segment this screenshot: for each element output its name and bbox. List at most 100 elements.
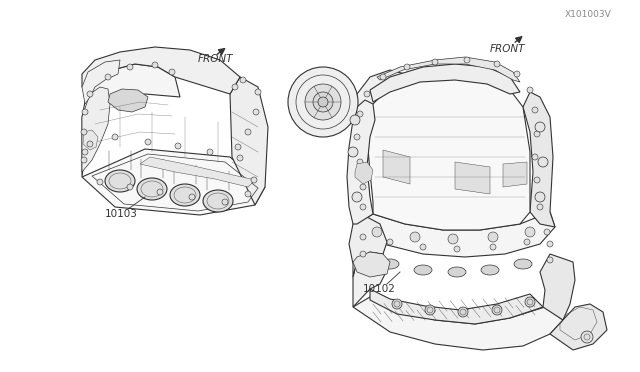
Circle shape [432, 59, 438, 65]
Circle shape [255, 89, 261, 95]
Polygon shape [82, 87, 110, 172]
Circle shape [547, 241, 553, 247]
Circle shape [112, 134, 118, 140]
Polygon shape [140, 157, 255, 187]
Circle shape [581, 331, 593, 343]
Circle shape [492, 305, 502, 315]
Text: 10102: 10102 [363, 284, 396, 294]
Circle shape [534, 131, 540, 137]
Circle shape [360, 251, 366, 257]
Circle shape [357, 111, 363, 117]
Ellipse shape [381, 259, 399, 269]
Circle shape [207, 149, 213, 155]
Polygon shape [108, 89, 148, 112]
Circle shape [535, 192, 545, 202]
Circle shape [392, 299, 402, 309]
Circle shape [127, 64, 133, 70]
Circle shape [524, 239, 530, 245]
Circle shape [514, 71, 520, 77]
Ellipse shape [203, 190, 233, 212]
Circle shape [81, 129, 87, 135]
Polygon shape [523, 92, 555, 227]
Polygon shape [357, 207, 555, 257]
Polygon shape [503, 162, 527, 187]
Ellipse shape [170, 184, 200, 206]
Polygon shape [355, 162, 373, 184]
Circle shape [357, 159, 363, 165]
Polygon shape [353, 297, 563, 350]
Circle shape [544, 229, 550, 235]
Circle shape [534, 177, 540, 183]
Circle shape [251, 177, 257, 183]
Circle shape [547, 257, 553, 263]
Polygon shape [353, 252, 390, 277]
Circle shape [189, 194, 195, 200]
Circle shape [175, 143, 181, 149]
Polygon shape [550, 304, 607, 350]
Circle shape [488, 232, 498, 242]
Circle shape [525, 227, 535, 237]
Circle shape [532, 107, 538, 113]
Circle shape [387, 239, 393, 245]
Circle shape [127, 184, 133, 190]
Circle shape [448, 234, 458, 244]
Polygon shape [353, 252, 387, 307]
Polygon shape [82, 64, 180, 177]
Circle shape [237, 155, 243, 161]
Circle shape [494, 61, 500, 67]
Circle shape [87, 91, 93, 97]
Circle shape [364, 91, 370, 97]
Circle shape [372, 227, 382, 237]
Circle shape [532, 154, 538, 160]
Polygon shape [82, 60, 120, 104]
Polygon shape [370, 289, 543, 324]
Circle shape [81, 157, 87, 163]
Polygon shape [347, 100, 375, 224]
Circle shape [404, 64, 410, 70]
Ellipse shape [105, 170, 135, 192]
Circle shape [380, 74, 386, 80]
Circle shape [360, 204, 366, 210]
Circle shape [458, 307, 468, 317]
Circle shape [535, 122, 545, 132]
Circle shape [97, 179, 103, 185]
Ellipse shape [414, 265, 432, 275]
Circle shape [313, 92, 333, 112]
Polygon shape [353, 70, 407, 224]
Circle shape [348, 147, 358, 157]
Circle shape [425, 305, 435, 315]
Circle shape [169, 69, 175, 75]
Circle shape [253, 109, 259, 115]
Circle shape [235, 144, 241, 150]
Circle shape [454, 246, 460, 252]
Circle shape [82, 149, 88, 155]
Circle shape [245, 129, 251, 135]
Polygon shape [540, 254, 575, 320]
Polygon shape [230, 77, 268, 205]
Ellipse shape [514, 259, 532, 269]
Polygon shape [377, 57, 520, 82]
Circle shape [305, 84, 341, 120]
Circle shape [350, 115, 360, 125]
Polygon shape [82, 149, 265, 215]
Circle shape [157, 189, 163, 195]
Circle shape [145, 139, 151, 145]
Circle shape [105, 74, 111, 80]
Circle shape [232, 84, 238, 90]
Circle shape [354, 134, 360, 140]
Polygon shape [383, 150, 410, 184]
Text: FRONT: FRONT [198, 54, 234, 64]
Circle shape [222, 199, 228, 205]
Circle shape [410, 232, 420, 242]
Polygon shape [455, 162, 490, 194]
Circle shape [525, 297, 535, 307]
Ellipse shape [448, 267, 466, 277]
Circle shape [240, 77, 246, 83]
Circle shape [288, 67, 358, 137]
Circle shape [490, 244, 496, 250]
Circle shape [420, 244, 426, 250]
Ellipse shape [137, 178, 167, 200]
Text: X101003V: X101003V [565, 10, 612, 19]
Ellipse shape [481, 265, 499, 275]
Circle shape [152, 62, 158, 68]
